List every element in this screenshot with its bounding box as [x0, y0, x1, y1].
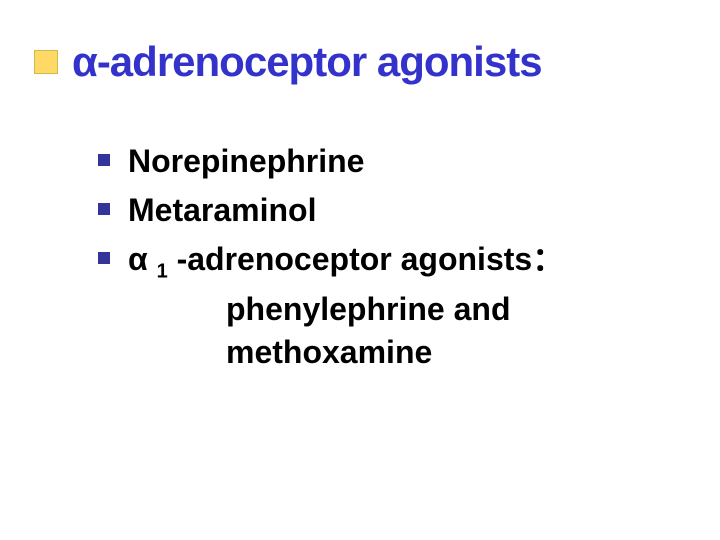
square-bullet-icon	[98, 252, 110, 264]
title-bullet-icon	[34, 50, 58, 74]
slide-body: Norepinephrine Metaraminol α 1 -adrenoce…	[98, 140, 680, 374]
list-item-text: Norepinephrine	[128, 140, 364, 183]
title-row: α-adrenoceptor agonists	[34, 38, 542, 86]
list-item-text: Metaraminol	[128, 189, 316, 232]
square-bullet-icon	[98, 203, 110, 215]
alpha-prefix: α	[128, 241, 157, 277]
list-item: α 1 -adrenoceptor agonists：	[98, 238, 680, 285]
alpha-suffix: -adrenoceptor agonists：	[168, 241, 565, 277]
slide-title: α-adrenoceptor agonists	[72, 38, 542, 86]
list-item-text: α 1 -adrenoceptor agonists：	[128, 238, 564, 285]
slide: α-adrenoceptor agonists Norepinephrine M…	[0, 0, 720, 540]
list-item: Metaraminol	[98, 189, 680, 232]
square-bullet-icon	[98, 154, 110, 166]
list-item-continuation: phenylephrine and methoxamine	[226, 288, 680, 374]
subscript-1: 1	[157, 261, 168, 283]
list-item: Norepinephrine	[98, 140, 680, 183]
